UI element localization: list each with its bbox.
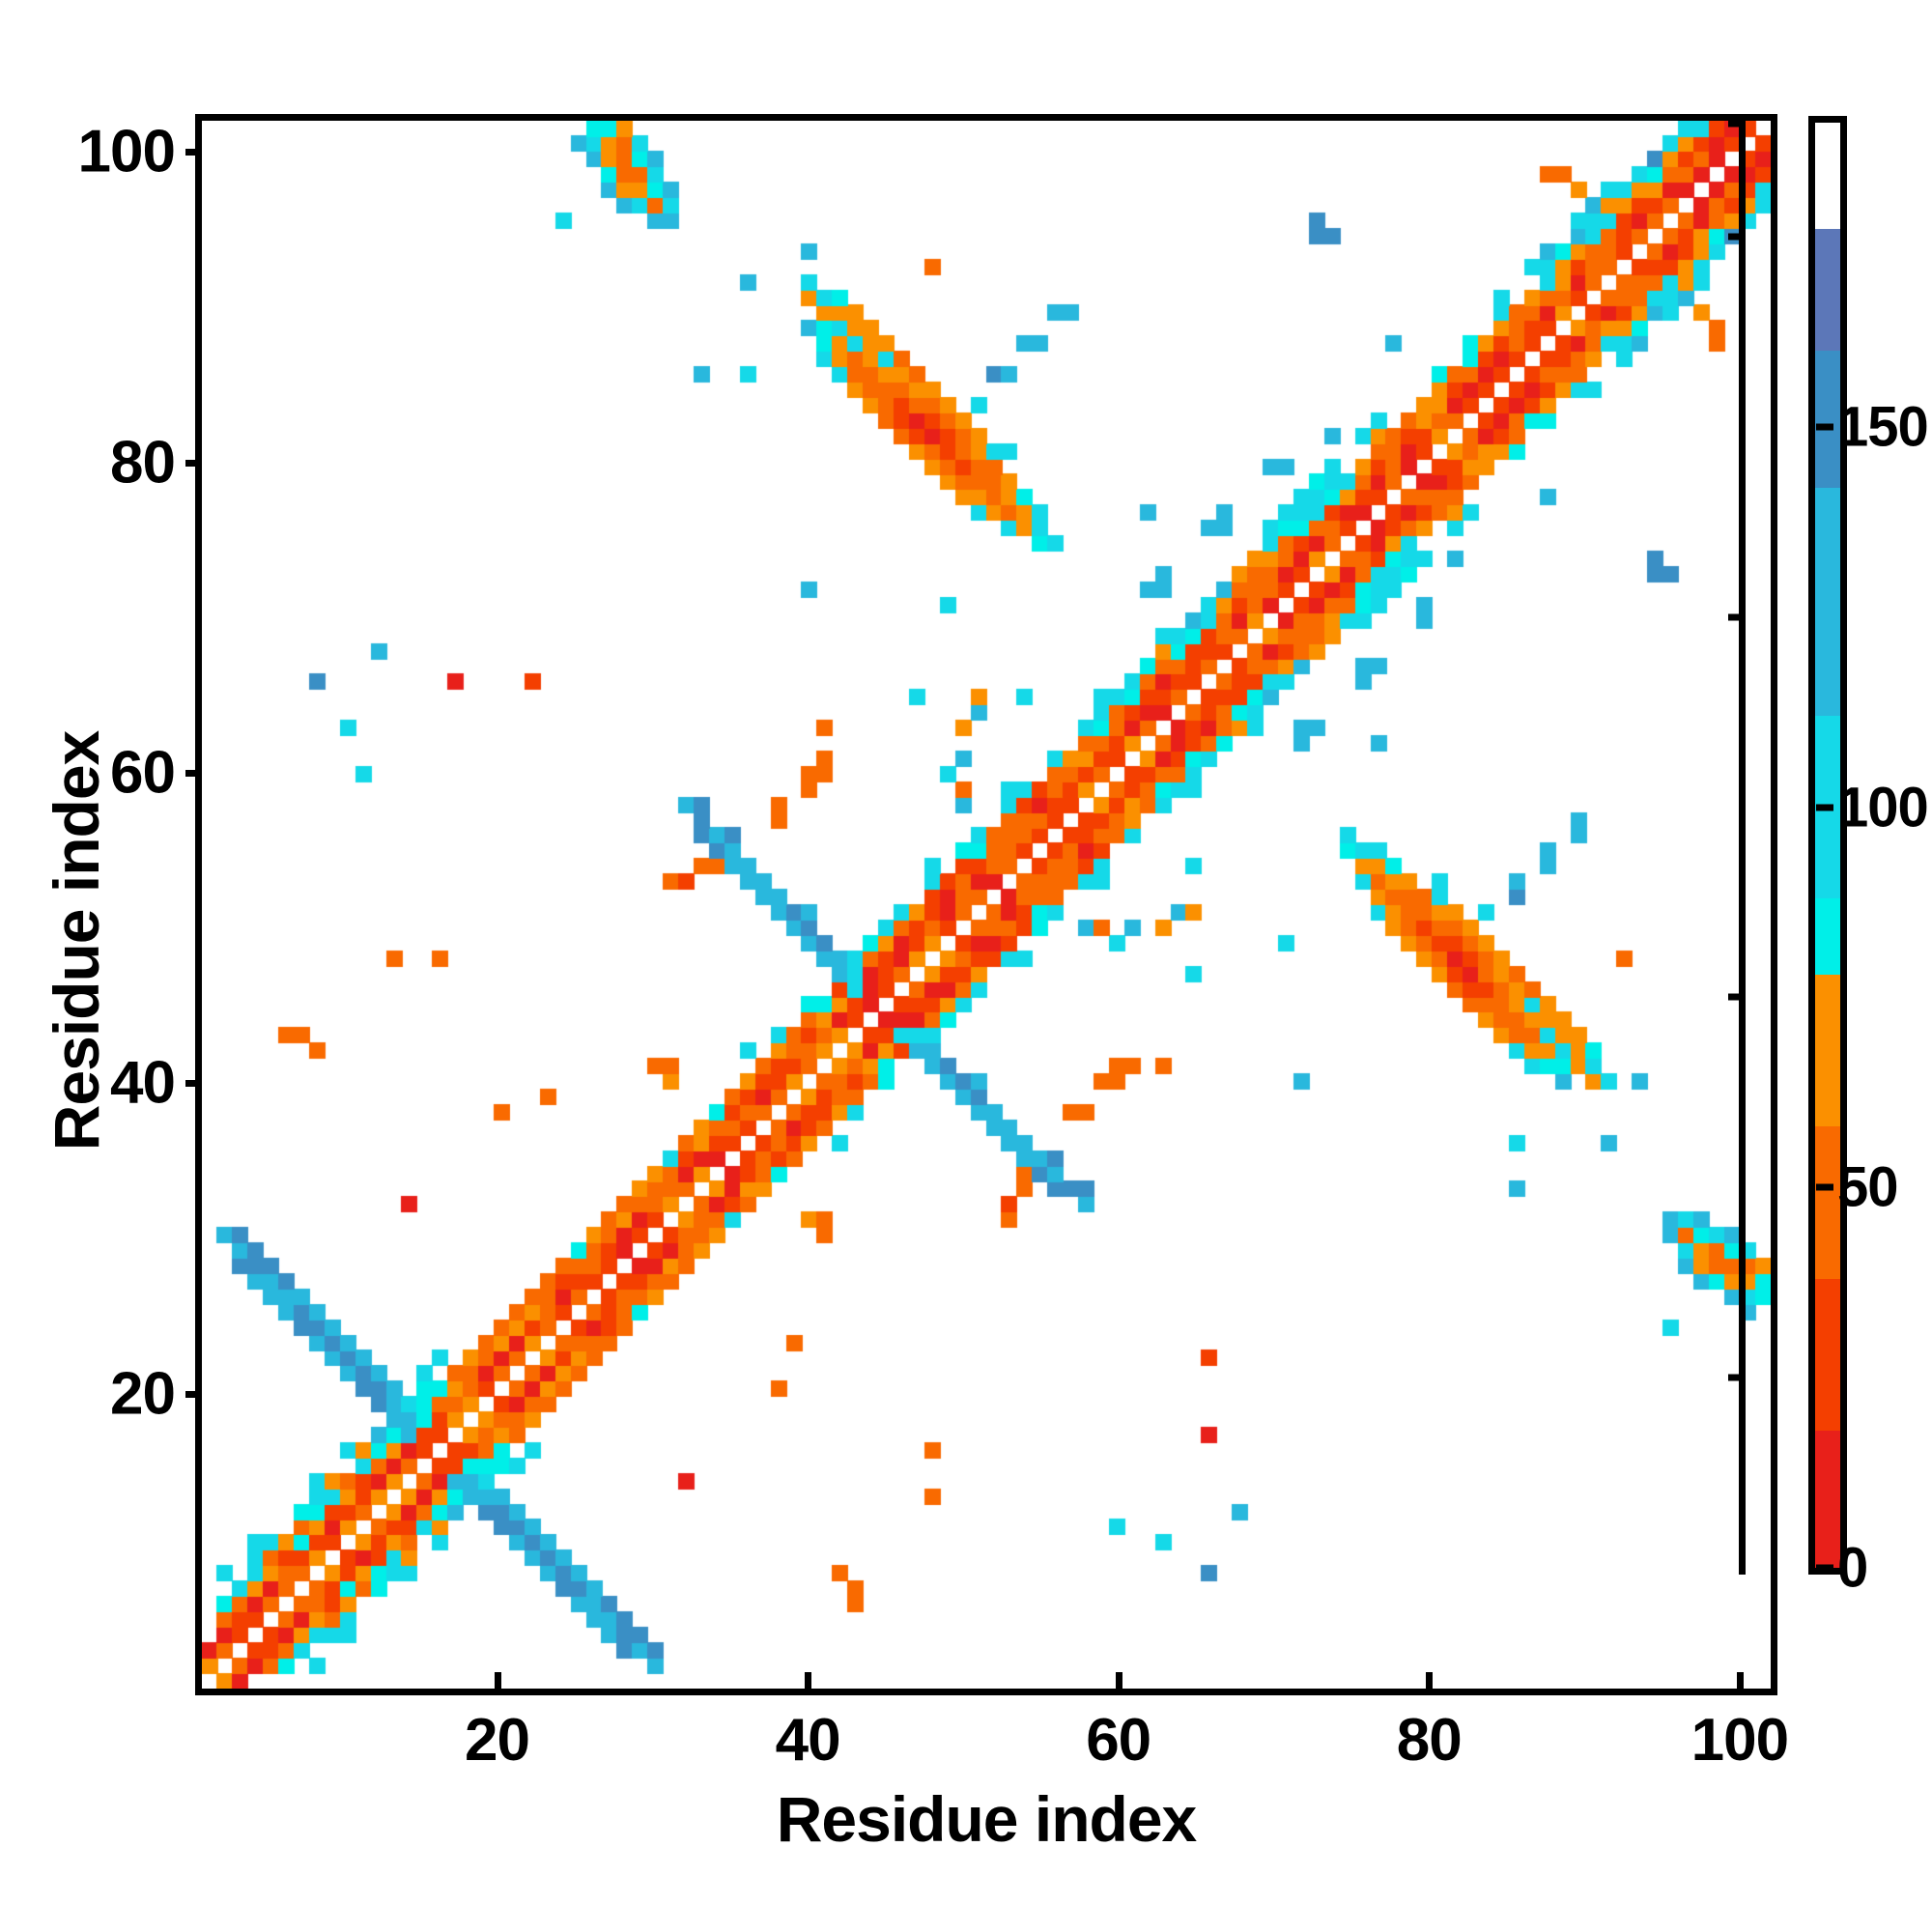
- colorbar-band: [1815, 1278, 1840, 1432]
- colorbar-gradient: [1815, 123, 1840, 1568]
- y-tick-mark: [185, 149, 202, 156]
- colorbar-band: [1815, 1126, 1840, 1279]
- y-axis-title: Residue index: [41, 730, 112, 1151]
- colorbar-minor-tick: [1728, 1374, 1746, 1381]
- x-tick-mark: [805, 1672, 812, 1689]
- heatmap-plot-area[interactable]: 20 40 60 80 100 20 40 60 80 100: [78, 114, 1789, 1774]
- colorbar-minor-tick: [1728, 993, 1746, 1001]
- y-tick-label: 40: [110, 1049, 176, 1117]
- colorbar-band: [1815, 1431, 1840, 1568]
- colorbar-tick-mark: [1816, 1183, 1833, 1191]
- y-tick-label: 80: [110, 429, 176, 497]
- colorbar-tick-label: 0: [1837, 1536, 1868, 1600]
- colorbar-tick-mark: [1816, 804, 1833, 811]
- heatmap-canvas[interactable]: [202, 121, 1771, 1689]
- colorbar-outer-spine: [1739, 116, 1746, 1575]
- colorbar-tick-mark: [1816, 423, 1833, 431]
- colorbar-band: [1815, 898, 1840, 975]
- x-tick-mark: [1426, 1672, 1434, 1689]
- x-axis-title: Residue index: [776, 1783, 1197, 1855]
- colorbar-minor-tick: [1728, 613, 1746, 621]
- x-tick-label: 80: [1396, 1707, 1463, 1774]
- x-tick-mark: [1736, 1672, 1744, 1689]
- colorbar[interactable]: [1808, 116, 1847, 1575]
- x-tick-mark: [494, 1672, 501, 1689]
- y-tick-mark: [185, 459, 202, 467]
- y-tick-label: 60: [110, 739, 176, 807]
- x-tick-label: 20: [465, 1707, 530, 1774]
- y-tick-mark: [185, 1080, 202, 1088]
- colorbar-band: [1815, 351, 1840, 488]
- colorbar-tick-label: 50: [1837, 1155, 1899, 1219]
- y-tick-label: 100: [77, 118, 176, 185]
- x-tick-mark: [1115, 1672, 1122, 1689]
- colorbar-band: [1815, 229, 1840, 352]
- y-tick-label: 20: [110, 1360, 176, 1428]
- x-tick-label: 40: [775, 1707, 841, 1774]
- colorbar-tick-label: 150: [1837, 395, 1929, 459]
- colorbar-band: [1815, 974, 1840, 1127]
- colorbar-minor-tick: [1728, 120, 1746, 128]
- y-tick-mark: [185, 1390, 202, 1398]
- colorbar-tick-label: 100: [1837, 776, 1929, 839]
- colorbar-minor-tick: [1728, 233, 1746, 241]
- colorbar-band: [1815, 123, 1840, 230]
- x-tick-label: 100: [1690, 1707, 1789, 1774]
- colorbar-tick-mark: [1816, 1564, 1833, 1572]
- x-tick-label: 60: [1086, 1707, 1151, 1774]
- colorbar-band: [1815, 487, 1840, 717]
- y-tick-mark: [185, 769, 202, 777]
